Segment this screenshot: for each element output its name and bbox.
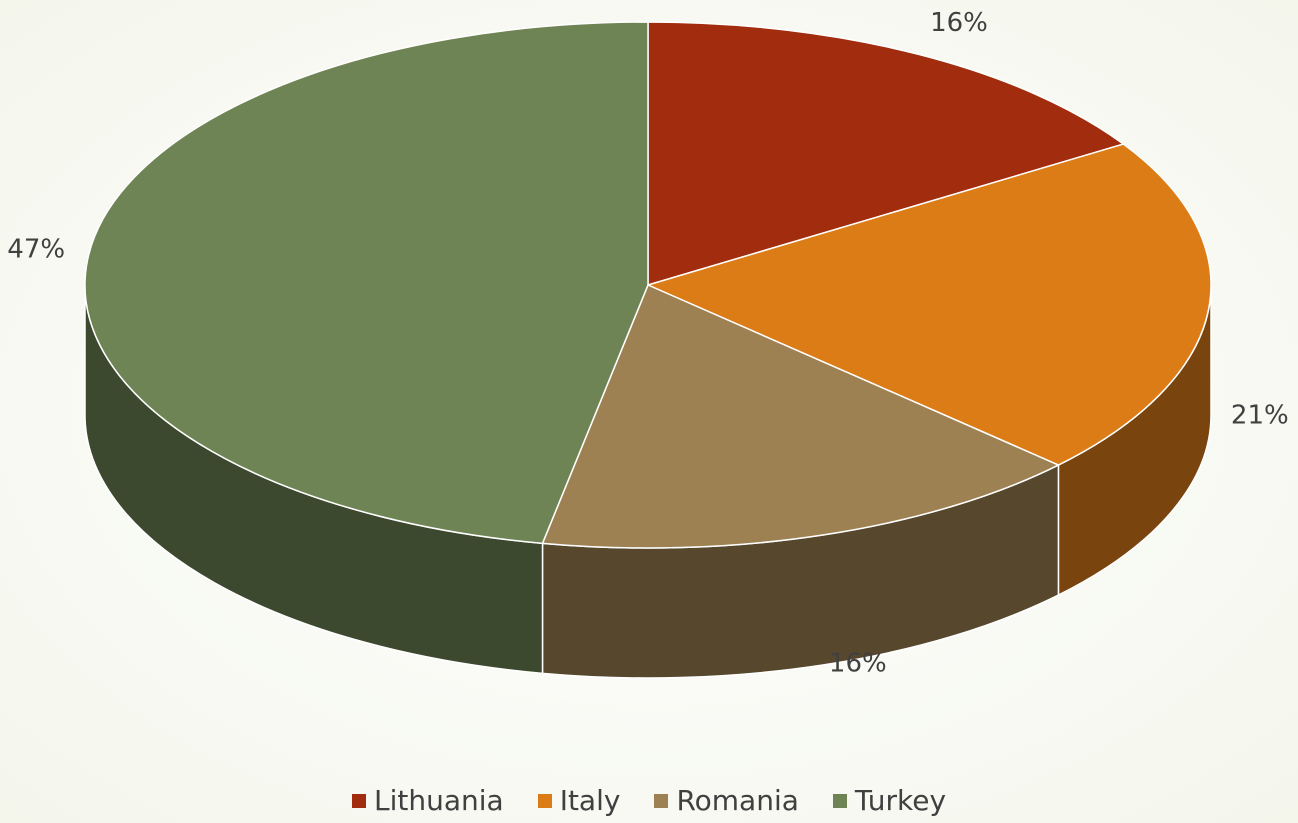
legend: Lithuania Italy Romania Turkey xyxy=(0,784,1298,817)
legend-label: Italy xyxy=(559,784,621,817)
legend-label: Romania xyxy=(676,784,799,817)
legend-label: Lithuania xyxy=(373,784,504,817)
slice xyxy=(541,284,1061,549)
legend-swatch xyxy=(351,793,366,808)
slice xyxy=(645,143,1212,466)
data-label: 21% xyxy=(1231,401,1289,431)
legend-swatch xyxy=(832,793,847,808)
legend-item: Lithuania xyxy=(351,784,504,817)
data-label: 16% xyxy=(930,8,988,38)
data-label: 16% xyxy=(829,649,887,679)
legend-swatch xyxy=(654,793,669,808)
slice xyxy=(84,21,649,545)
legend-item: Romania xyxy=(654,784,799,817)
legend-item: Italy xyxy=(537,784,621,817)
legend-swatch xyxy=(537,793,552,808)
slice xyxy=(647,21,1126,287)
legend-item: Turkey xyxy=(832,784,947,817)
data-label: 47% xyxy=(7,234,65,264)
legend-label: Turkey xyxy=(854,784,947,817)
chart: 16% 21% 16% 47% xyxy=(7,8,1289,679)
